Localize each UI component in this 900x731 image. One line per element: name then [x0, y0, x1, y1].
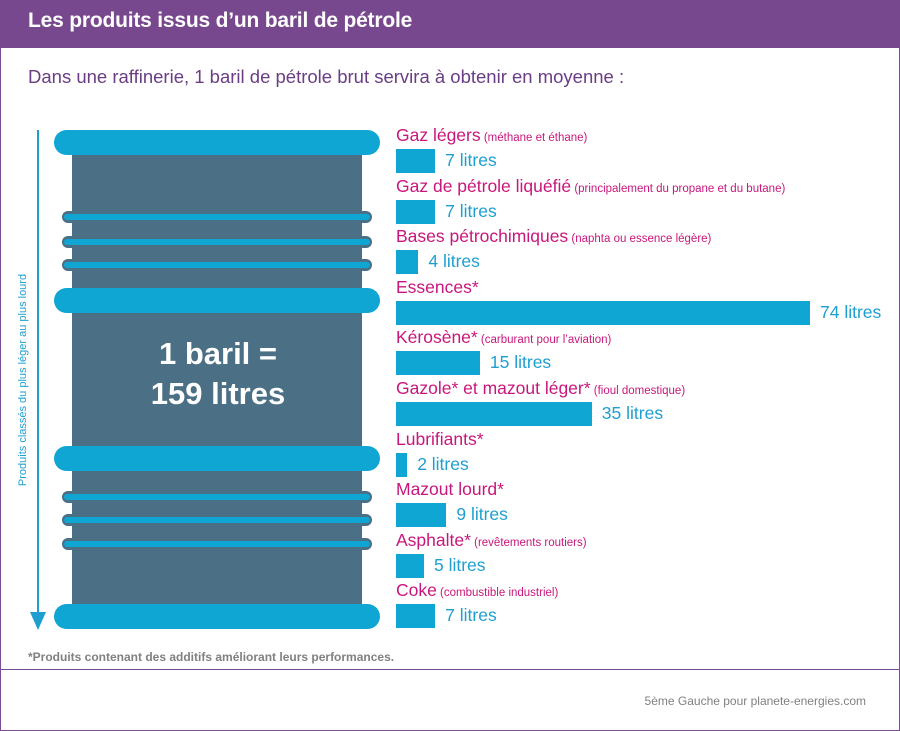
barrel-rim-lower — [54, 446, 380, 471]
category-name: Essences* — [396, 276, 479, 297]
category-note: (revêtements routiers) — [470, 536, 587, 549]
barrel-capacity-line2: 159 litres — [150, 376, 286, 411]
bar — [396, 300, 810, 325]
bar — [396, 452, 408, 477]
category-name: Asphalte* — [396, 529, 471, 550]
bar — [396, 149, 436, 173]
credit: 5ème Gauche pour planete-energies.com — [644, 694, 866, 708]
footer-divider — [0, 669, 900, 670]
page-title: Les produits issus d’un baril de pétrole — [28, 9, 413, 32]
bar-value-label: 5 litres — [433, 554, 486, 575]
subtitle: Dans une raffinerie, 1 baril de pétrole … — [28, 66, 625, 87]
footnote: *Produits contenant des additifs amélior… — [28, 650, 395, 664]
bar-value-label: 15 litres — [489, 352, 552, 373]
bar — [396, 351, 480, 376]
category-name: Kérosène* — [396, 327, 478, 348]
category-name: Lubrifiants* — [396, 428, 484, 449]
category-note: (carburant pour l’aviation) — [477, 334, 612, 347]
order-arrow-line — [37, 130, 39, 616]
category-note: (combustible industriel) — [436, 587, 559, 600]
category-label: Bases pétrochimiques (naphta ou essence … — [396, 226, 711, 247]
category-note: (principalement du propane et du butane) — [571, 182, 786, 195]
category-name: Gaz de pétrole liquéfié — [396, 175, 572, 196]
barrel-hoop — [64, 517, 370, 523]
bar — [396, 250, 419, 275]
bar-value-label: 9 litres — [456, 504, 508, 525]
category-note: (fioul domestique) — [590, 385, 686, 397]
barrel-hoop — [64, 494, 370, 500]
bar-value-label: 35 litres — [601, 403, 664, 423]
bar-value-label: 7 litres — [445, 150, 497, 170]
category-note: (méthane et éthane) — [480, 132, 588, 144]
category-label: Kérosène* (carburant pour l’aviation) — [396, 327, 611, 348]
category-label: Mazout lourd* — [396, 479, 504, 500]
category-name: Bases pétrochimiques — [396, 226, 569, 247]
bar — [396, 553, 424, 578]
barrel-hoop — [64, 262, 370, 268]
bar-value-label: 7 litres — [445, 605, 497, 626]
bar-value-label: 4 litres — [428, 251, 480, 272]
category-label: Gazole* et mazout léger* (fioul domestiq… — [396, 378, 685, 399]
category-label: Asphalte* (revêtements routiers) — [396, 530, 587, 551]
barrel-hoop — [64, 214, 370, 220]
category-note: (naphta ou essence légère) — [568, 233, 712, 246]
arrow-down-icon — [30, 612, 46, 630]
bar-value-label: 74 litres — [820, 301, 882, 322]
category-name: Mazout lourd* — [396, 479, 504, 500]
barrel-rim-top — [54, 130, 380, 155]
category-name: Coke — [396, 580, 437, 601]
bar — [396, 199, 436, 224]
bar — [396, 604, 436, 629]
barrel-capacity-line1: 1 baril = — [158, 336, 278, 371]
barrel-rim-upper — [54, 288, 380, 313]
bar — [396, 503, 447, 528]
bar-value-label: 2 litres — [417, 453, 469, 474]
barrel-hoop — [64, 239, 370, 245]
bar-value-label: 7 litres — [445, 200, 497, 221]
bar — [396, 402, 592, 426]
category-name: Gazole* et mazout léger* — [396, 378, 591, 398]
category-label: Essences* — [396, 277, 479, 298]
barrel-hoop — [64, 541, 370, 547]
category-label: Coke (combustible industriel) — [396, 580, 558, 601]
category-label: Gaz de pétrole liquéfié (principalement … — [396, 176, 785, 197]
barrel-rim-bottom — [54, 604, 380, 629]
category-label: Lubrifiants* — [396, 429, 484, 450]
category-label: Gaz légers (méthane et éthane) — [396, 125, 587, 146]
barrel-illustration — [54, 130, 380, 629]
category-name: Gaz légers — [396, 125, 481, 145]
header-banner: Les produits issus d’un baril de pétrole — [0, 0, 900, 48]
barrel-capacity: 1 baril = 159 litres — [73, 334, 363, 414]
